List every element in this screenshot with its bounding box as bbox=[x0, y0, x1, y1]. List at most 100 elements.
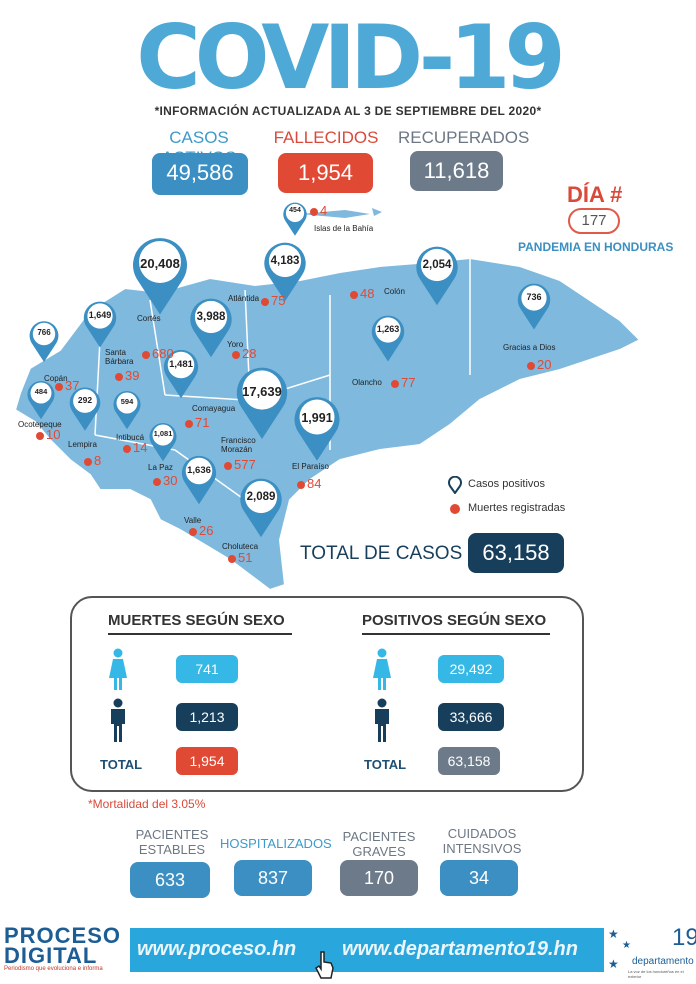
death-cortes: 680 bbox=[142, 346, 174, 361]
honduras-map bbox=[13, 208, 642, 592]
pin-value: 594 bbox=[120, 397, 134, 406]
stars-icon: ★ ★ ★ bbox=[608, 927, 631, 971]
positivos-female-value: 29,492 bbox=[438, 655, 504, 683]
case-pin: 1,081 bbox=[148, 420, 178, 462]
case-pin: 1,481 bbox=[162, 346, 200, 399]
hospitalizados-label: HOSPITALIZADOS bbox=[220, 836, 332, 851]
dept-olancho: Olancho bbox=[352, 378, 382, 387]
female-icon bbox=[373, 648, 391, 690]
pin-value: 736 bbox=[526, 292, 542, 302]
proceso-logo-line1: PROCESO bbox=[4, 923, 122, 948]
recuperados-value: 11,618 bbox=[410, 151, 503, 191]
death-ocotepeque: 10 bbox=[36, 427, 60, 442]
dept-lempira: Lempira bbox=[68, 440, 97, 449]
pin-value: 454 bbox=[289, 207, 301, 214]
dept-francisco-morazan: Francisco Morazán bbox=[221, 436, 256, 454]
death-gracias: 20 bbox=[527, 357, 551, 372]
pin-value: 2,089 bbox=[246, 491, 276, 503]
positivos-sexo-title: POSITIVOS SEGÚN SEXO bbox=[362, 612, 550, 635]
total-casos-value: 63,158 bbox=[468, 533, 564, 573]
muertes-total-label: TOTAL bbox=[100, 757, 143, 772]
death-la-paz: 30 bbox=[153, 473, 177, 488]
case-pin: 292 bbox=[68, 384, 102, 432]
page-title: COVID-19 bbox=[136, 6, 566, 109]
case-pin: 454 bbox=[282, 200, 308, 236]
url-departamento19[interactable]: www.departamento19.hn bbox=[342, 938, 578, 960]
pin-value: 4,183 bbox=[270, 255, 300, 267]
death-atlantida: 75 bbox=[261, 293, 285, 308]
dept-atlantida: Atlántida bbox=[228, 294, 260, 303]
muertes-male-value: 1,213 bbox=[176, 703, 238, 731]
svg-text:★: ★ bbox=[608, 927, 619, 941]
positivos-total-value: 63,158 bbox=[438, 747, 500, 775]
case-pin: 766 bbox=[28, 318, 60, 363]
total-casos-label: TOTAL DE CASOS bbox=[300, 543, 463, 564]
pin-value: 2,054 bbox=[422, 259, 452, 271]
hand-cursor-icon bbox=[315, 951, 334, 979]
fallecidos-label: FALLECIDOS bbox=[273, 128, 379, 147]
dept-el-paraiso: El Paraíso bbox=[292, 462, 329, 471]
dept19-number: 19 bbox=[672, 924, 696, 951]
dept-gracias: Gracias a Dios bbox=[503, 343, 556, 352]
dia-number: 177 bbox=[568, 208, 620, 234]
pin-value: 3,988 bbox=[196, 311, 226, 323]
dept-choluteca: Choluteca bbox=[222, 542, 259, 551]
legend-positivos: Casos positivos bbox=[468, 478, 546, 490]
death-islas: 4 bbox=[310, 203, 327, 218]
male-icon bbox=[111, 698, 125, 742]
svg-text:★: ★ bbox=[622, 940, 631, 951]
positivos-male-value: 33,666 bbox=[438, 703, 504, 731]
case-pin: 1,636 bbox=[180, 452, 218, 505]
death-lempira: 8 bbox=[84, 453, 101, 468]
case-pin: 17,639 bbox=[234, 362, 290, 440]
pin-value: 1,636 bbox=[187, 465, 211, 476]
case-pin: 1,263 bbox=[370, 312, 406, 362]
graves-value: 170 bbox=[340, 860, 418, 896]
mortalidad-note: *Mortalidad del 3.05% bbox=[88, 797, 206, 811]
pin-value: 292 bbox=[77, 395, 93, 405]
dept-islas: Islas de la Bahía bbox=[314, 224, 374, 233]
pin-value: 1,081 bbox=[153, 429, 173, 438]
url-proceso[interactable]: www.proceso.hn bbox=[137, 938, 297, 960]
dept-colon: Colón bbox=[384, 287, 405, 296]
dept-ocotepeque: Ocotepeque bbox=[18, 420, 62, 429]
death-choluteca: 51 bbox=[228, 550, 252, 565]
case-pin: 4,183 bbox=[262, 238, 308, 302]
legend-muertes: Muertes registradas bbox=[468, 502, 566, 514]
intensivos-label: CUIDADOS INTENSIVOS bbox=[442, 826, 522, 856]
pin-legend-icon bbox=[448, 476, 462, 494]
graves-label: PACIENTES GRAVES bbox=[342, 829, 416, 859]
death-intibuca: 14 bbox=[123, 440, 147, 455]
proceso-logo-line2: DIGITAL bbox=[4, 943, 98, 968]
pandemia-caption: PANDEMIA EN HONDURAS bbox=[518, 240, 674, 254]
case-pin: 594 bbox=[112, 388, 142, 430]
fallecidos-value: 1,954 bbox=[278, 153, 373, 193]
muertes-sexo-title: MUERTES SEGÚN SEXO bbox=[108, 612, 292, 635]
pin-value: 1,481 bbox=[169, 359, 193, 370]
case-pin: 736 bbox=[516, 280, 552, 330]
case-pin: 3,988 bbox=[188, 294, 234, 358]
dept19-tagline: La voz de los hondureños en el exterior bbox=[628, 969, 684, 979]
case-pin: 20,408 bbox=[130, 232, 190, 316]
dept-la-paz: La Paz bbox=[148, 463, 173, 472]
pin-value: 1,649 bbox=[88, 310, 112, 320]
dept-cortes: Cortés bbox=[137, 314, 161, 323]
death-olancho: 77 bbox=[391, 375, 415, 390]
recuperados-label: RECUPERADOS bbox=[398, 128, 530, 147]
dept-santa-barbara: Santa Bárbara bbox=[105, 348, 134, 366]
dept-yoro: Yoro bbox=[227, 340, 244, 349]
dept-valle: Valle bbox=[184, 516, 202, 525]
death-santa-barbara: 39 bbox=[115, 368, 139, 383]
svg-text:★: ★ bbox=[608, 957, 619, 971]
case-pin: 1,649 bbox=[82, 298, 118, 348]
estables-label: PACIENTES ESTABLES bbox=[135, 827, 209, 857]
intensivos-value: 34 bbox=[440, 860, 518, 896]
death-yoro: 28 bbox=[232, 346, 256, 361]
pin-value: 20,408 bbox=[140, 256, 180, 271]
pin-value: 1,991 bbox=[301, 411, 333, 425]
case-pin: 1,991 bbox=[292, 392, 342, 462]
male-icon bbox=[375, 698, 389, 742]
proceso-tagline: Periodismo que evoluciona e informa bbox=[4, 966, 103, 972]
death-dot-legend-icon bbox=[450, 504, 460, 514]
footer-url-bar bbox=[130, 928, 604, 972]
